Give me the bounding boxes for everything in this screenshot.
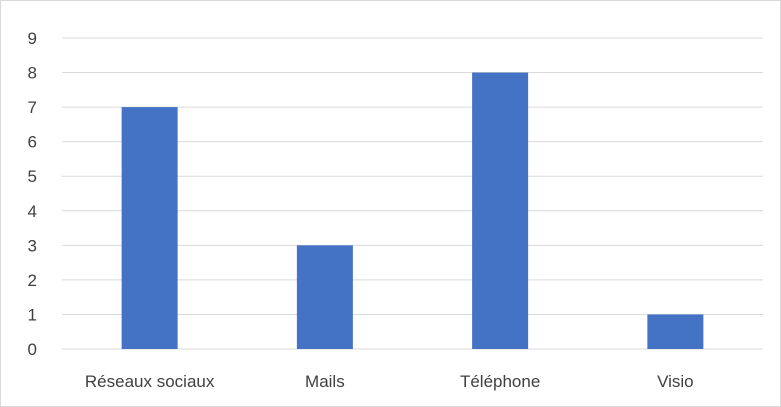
x-category-label: Téléphone bbox=[460, 372, 540, 391]
y-tick-label: 7 bbox=[28, 98, 37, 117]
y-tick-label: 1 bbox=[28, 305, 37, 324]
y-tick-label: 0 bbox=[28, 340, 37, 359]
bars bbox=[121, 72, 704, 350]
x-axis-category-labels: Réseaux sociaux Mails Téléphone Visio bbox=[85, 372, 694, 391]
y-tick-label: 9 bbox=[28, 29, 37, 48]
y-tick-label: 2 bbox=[28, 271, 37, 290]
x-category-label: Visio bbox=[657, 372, 694, 391]
bar-1 bbox=[296, 245, 353, 349]
y-tick-label: 8 bbox=[28, 64, 37, 83]
bar-3 bbox=[647, 314, 704, 349]
x-category-label: Réseaux sociaux bbox=[85, 372, 215, 391]
bar-2 bbox=[472, 72, 529, 350]
bar-0 bbox=[121, 107, 178, 349]
y-tick-label: 4 bbox=[28, 202, 37, 221]
gridlines bbox=[62, 37, 763, 350]
y-axis-tick-labels: 0 1 2 3 4 5 6 7 8 9 bbox=[28, 29, 37, 359]
x-category-label: Mails bbox=[305, 372, 345, 391]
y-tick-label: 3 bbox=[28, 236, 37, 255]
y-tick-label: 6 bbox=[28, 133, 37, 152]
y-tick-label: 5 bbox=[28, 167, 37, 186]
